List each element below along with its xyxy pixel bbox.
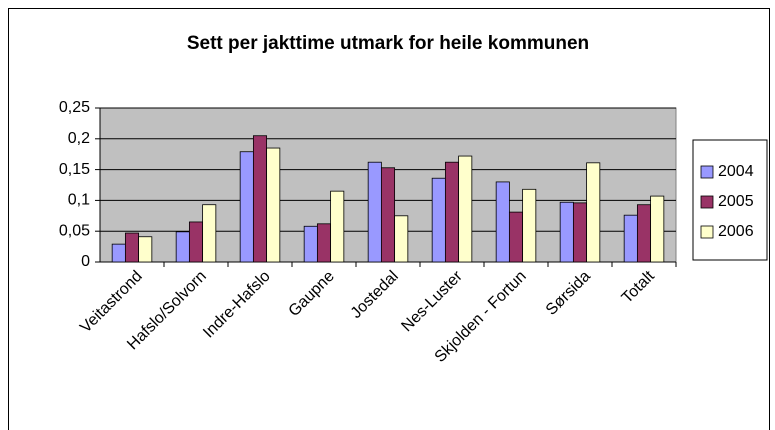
legend-swatch <box>700 225 714 239</box>
y-tick-label: 0,05 <box>59 222 90 239</box>
bar <box>572 202 588 263</box>
bar <box>316 223 332 263</box>
y-tick-label: 0,2 <box>68 130 90 147</box>
bar <box>367 161 382 263</box>
bar <box>623 214 638 263</box>
bar <box>650 195 665 263</box>
y-tick-label: 0,15 <box>59 161 90 178</box>
bar <box>444 161 460 263</box>
bar <box>636 204 652 263</box>
y-tick-label: 0 <box>81 253 90 270</box>
bar <box>252 135 268 263</box>
bar <box>508 211 524 263</box>
bar <box>458 155 473 263</box>
bar <box>303 225 318 263</box>
bar <box>239 151 254 263</box>
legend-label: 2006 <box>718 223 754 240</box>
y-tick-label: 0,25 <box>59 99 90 116</box>
bar <box>586 162 601 263</box>
bar <box>394 215 409 263</box>
y-tick-label: 0,1 <box>68 192 90 209</box>
bar <box>522 188 537 263</box>
bar <box>175 231 190 263</box>
legend-swatch <box>700 195 714 209</box>
bar <box>124 232 140 263</box>
bar <box>330 190 345 263</box>
bar <box>188 221 204 263</box>
bar <box>111 243 126 263</box>
bar <box>495 181 510 263</box>
bar <box>202 204 217 263</box>
chart-title: Sett per jakttime utmark for heile kommu… <box>187 33 589 54</box>
bar <box>266 147 281 263</box>
legend-swatch <box>700 165 714 179</box>
bar <box>138 236 153 263</box>
bar <box>559 201 574 263</box>
bar <box>380 167 396 263</box>
legend-label: 2005 <box>718 193 754 210</box>
bar <box>431 177 446 263</box>
legend-label: 2004 <box>718 163 754 180</box>
